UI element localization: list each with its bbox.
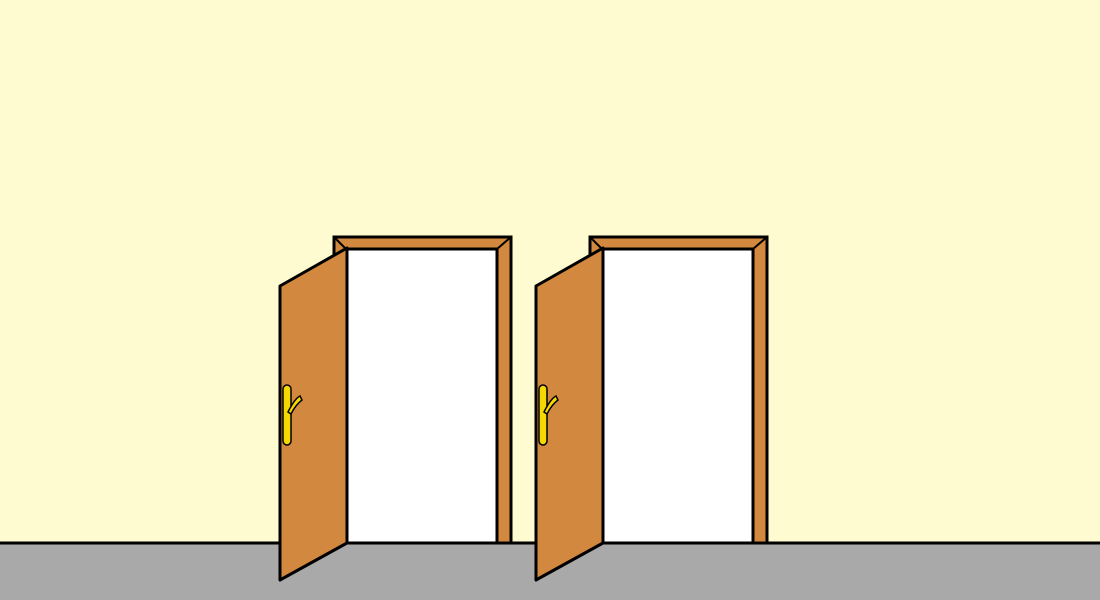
door-left[interactable] [278,235,513,582]
door-right[interactable] [534,235,769,582]
door-leaf[interactable] [278,246,349,582]
frame-miter-right [752,236,768,250]
door-handle-icon[interactable] [538,384,559,446]
frame-miter-left [333,236,347,250]
frame-miter-right [496,236,512,250]
door-leaf[interactable] [534,246,605,582]
frame-miter-left [589,236,603,250]
door-opening [344,247,499,545]
door-handle-icon[interactable] [282,384,303,446]
door-opening [600,247,755,545]
